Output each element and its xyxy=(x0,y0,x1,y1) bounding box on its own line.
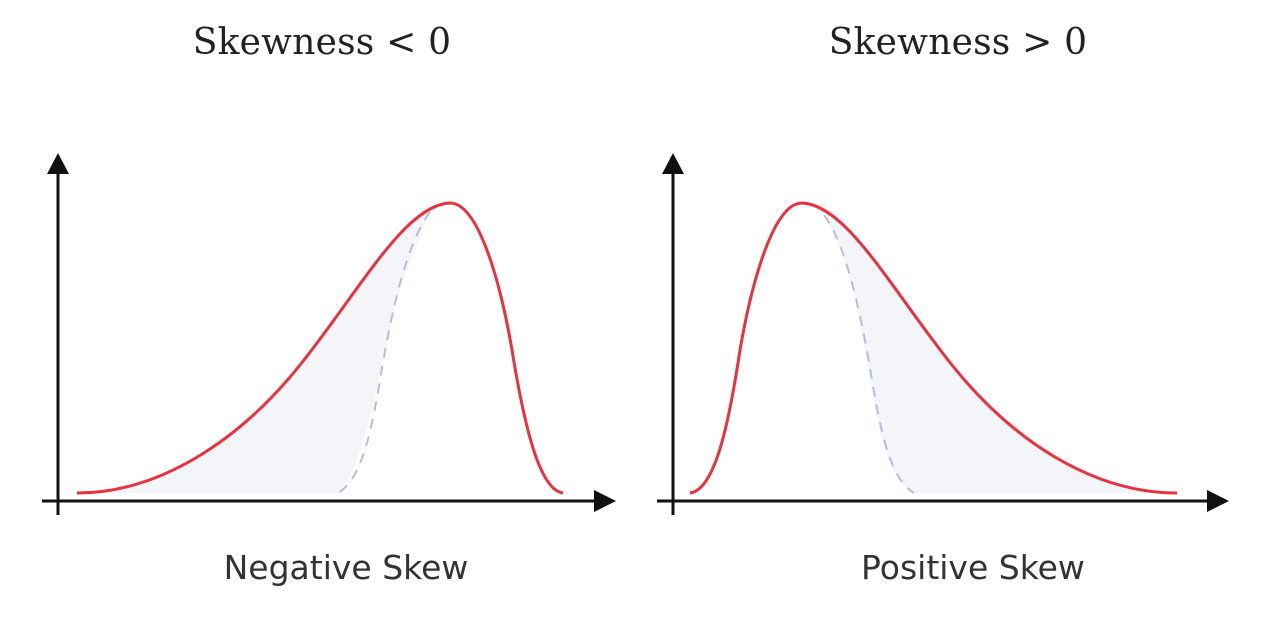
negative-skew-caption: Negative Skew xyxy=(223,548,469,587)
x-axis-arrow-right xyxy=(1207,490,1229,512)
positive-skew-area xyxy=(820,210,1182,493)
y-axis-arrow xyxy=(47,153,69,174)
positive-skew-title: Skewness > 0 xyxy=(828,22,1088,63)
negative-skew-curve xyxy=(76,201,564,495)
positive-skew-panel: Skewness > 0 Positive Skew xyxy=(632,0,1264,632)
positive-skew-curve xyxy=(689,201,1178,495)
negative-skew-panel: Skewness < 0 Negative Skew xyxy=(42,22,616,587)
positive-skew-plot xyxy=(657,153,1229,515)
symmetric-reference-curve xyxy=(337,211,431,494)
positive-skew-caption: Positive Skew xyxy=(861,548,1085,587)
x-axis-arrow xyxy=(594,490,616,512)
negative-skew-plot xyxy=(42,153,616,515)
y-axis-arrow-right xyxy=(662,153,684,174)
negative-skew-area xyxy=(77,210,430,493)
symmetric-reference-curve-right xyxy=(823,214,915,494)
negative-skew-title: Skewness < 0 xyxy=(192,22,452,63)
